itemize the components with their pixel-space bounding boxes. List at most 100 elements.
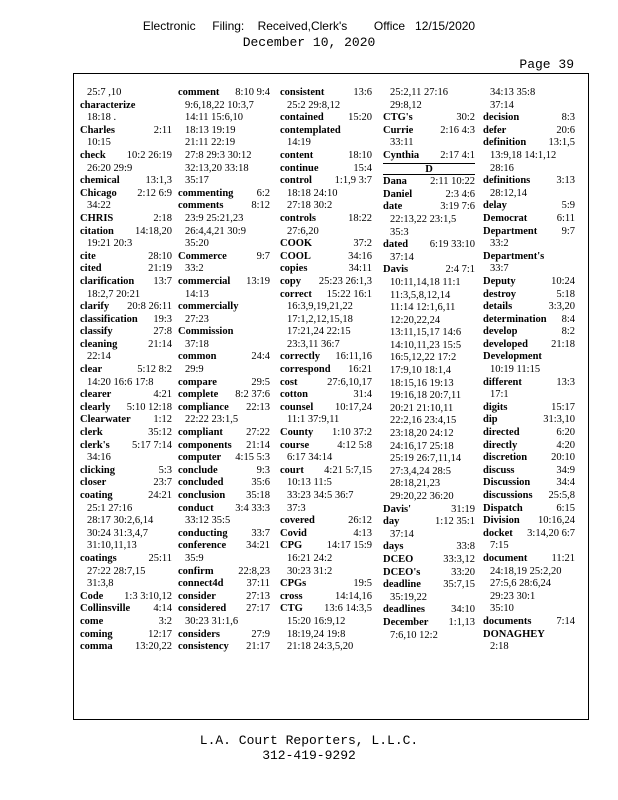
index-entry: consistent 13:6	[280, 87, 372, 100]
index-term: clearer	[80, 389, 112, 401]
page-refs: 13:19	[246, 275, 270, 287]
page-refs: 28:16	[490, 162, 514, 174]
index-continuation: 25:1 27:16	[80, 503, 172, 516]
index-entry: Democrat 6:11	[483, 213, 575, 226]
index-continuation: 10:15	[80, 137, 172, 150]
page-refs: 13:1,3	[145, 175, 172, 187]
page-refs: 18:2,7 20:21	[87, 288, 141, 300]
index-entry: citation 14:18,20	[80, 226, 172, 239]
page-refs: 31:3,8	[87, 578, 114, 590]
index-term: considered	[178, 603, 227, 615]
page-refs: 2:16 4:3	[440, 124, 475, 136]
page-refs: 18:19,24 19:8	[287, 628, 346, 640]
index-continuation: 35:19,22	[383, 592, 475, 605]
index-continuation: 14:13	[178, 289, 270, 302]
index-term: complete	[178, 389, 219, 401]
index-entry: CPGs 19:5	[280, 578, 372, 591]
index-entry: closer 23:7	[80, 477, 172, 490]
index-continuation: 22:2,16 23:4,15	[383, 415, 475, 428]
index-term: Democrat	[483, 212, 528, 224]
page-refs: 35:18	[246, 490, 270, 501]
index-entry: COOK 37:2	[280, 238, 372, 251]
index-term: Daniel	[383, 188, 413, 200]
index-entry: Charles 2:11	[80, 125, 172, 138]
page-number: Page 39	[519, 57, 574, 72]
index-continuation: 29:20,22 36:20	[383, 491, 475, 504]
index-term: computer	[178, 452, 222, 464]
index-entry: days 33:8	[383, 541, 475, 554]
page-refs: 4:13	[353, 527, 372, 539]
page-refs: 30:23 31:1,6	[185, 615, 239, 627]
page-refs: 27:8	[153, 326, 172, 338]
page-refs: 22:13,22 23:1,5	[390, 213, 457, 225]
index-continuation: 19:16,18 20:7,11	[383, 390, 475, 403]
page-refs: 13:6 14:3,5	[324, 603, 372, 615]
page-refs: 5:9	[561, 200, 575, 212]
index-term: comments	[178, 200, 224, 212]
page-refs: 15:22 16:1	[326, 288, 372, 300]
index-entry: Division 10:16,24	[483, 515, 575, 528]
page-refs: 13:7	[153, 275, 172, 287]
index-term: discussions	[483, 490, 533, 501]
page-refs: 27:22 28:7,15	[87, 565, 146, 577]
index-entry: clearer 4:21	[80, 389, 172, 402]
index-term: dated	[383, 239, 409, 251]
index-term: destroy	[483, 288, 517, 300]
index-term: document	[483, 552, 528, 564]
page-refs: 16:21	[348, 364, 372, 376]
index-term: digits	[483, 401, 508, 413]
index-term: days	[383, 541, 404, 553]
page-refs: 3:19 7:6	[440, 201, 475, 213]
page-refs: 24:4	[251, 351, 270, 363]
page-refs: 21:17	[246, 641, 270, 653]
page-refs: 12:17	[148, 628, 172, 640]
index-term: Charles	[80, 124, 115, 136]
page-refs: 5:12 8:2	[137, 364, 172, 376]
index-entry: conclusion 35:18	[178, 490, 270, 503]
page-refs: 13:20,22	[134, 641, 172, 653]
index-entry: clarify 20:8 26:11	[80, 301, 172, 314]
page-refs: 23:3,11 36:7	[287, 338, 340, 350]
index-entry: compliant 27:22	[178, 427, 270, 440]
page-refs: 20:6	[556, 124, 575, 136]
index-entry: develop 8:2	[483, 326, 575, 339]
page-refs: 6:15	[556, 502, 575, 514]
index-entry: comment 8:10 9:4	[178, 87, 270, 100]
index-term: Development	[483, 351, 542, 363]
index-entry: defer 20:6	[483, 125, 575, 138]
index-entry: coating 24:21	[80, 490, 172, 503]
page-refs: 11:3,5,8,12,14	[390, 289, 451, 301]
page-refs: 21:18	[551, 338, 575, 350]
index-entry: characterize	[80, 100, 172, 113]
index-continuation: 17:9,10 18:1,4	[383, 365, 475, 378]
index-term: cross	[280, 590, 303, 602]
index-term: consistent	[280, 87, 325, 98]
page-refs: 27:8 29:3 30:12	[185, 149, 252, 161]
index-continuation: 24:18,19 25:2,20	[483, 566, 575, 579]
index-continuation: 9:6,18,22 10:3,7	[178, 100, 270, 113]
index-term: Code	[80, 590, 104, 602]
index-entry: Dana 2:11 10:22	[383, 176, 475, 189]
index-entry: December 1:1,13	[383, 617, 475, 630]
page-refs: 33:20	[451, 566, 475, 578]
index-continuation: 27:6,20	[280, 226, 372, 239]
index-entry: Davis' 31:19	[383, 504, 475, 517]
page-refs: 27:9	[251, 628, 270, 640]
page-refs: 2:11 10:22	[430, 176, 475, 188]
page-refs: 21:14	[148, 338, 172, 350]
index-term: delay	[483, 200, 507, 212]
index-entry: check 10:2 26:19	[80, 150, 172, 163]
page-refs: 1:3 3:10,12	[124, 590, 172, 602]
index-term: directed	[483, 427, 520, 439]
index-entry: developed 21:18	[483, 339, 575, 352]
index-entry: cotton 31:4	[280, 389, 372, 402]
page-refs: 37:14	[390, 528, 414, 540]
page-refs: 21:19	[148, 263, 172, 275]
page-refs: 28:10	[148, 250, 172, 262]
index-term: covered	[280, 515, 315, 527]
index-continuation: 17:21,24 22:15	[280, 326, 372, 339]
page-refs: 21:18 24:3,5,20	[287, 641, 354, 653]
index-entry: dated 6:19 33:10	[383, 239, 475, 252]
page-refs: 37:3	[287, 502, 306, 514]
index-entry: coming 12:17	[80, 629, 172, 642]
